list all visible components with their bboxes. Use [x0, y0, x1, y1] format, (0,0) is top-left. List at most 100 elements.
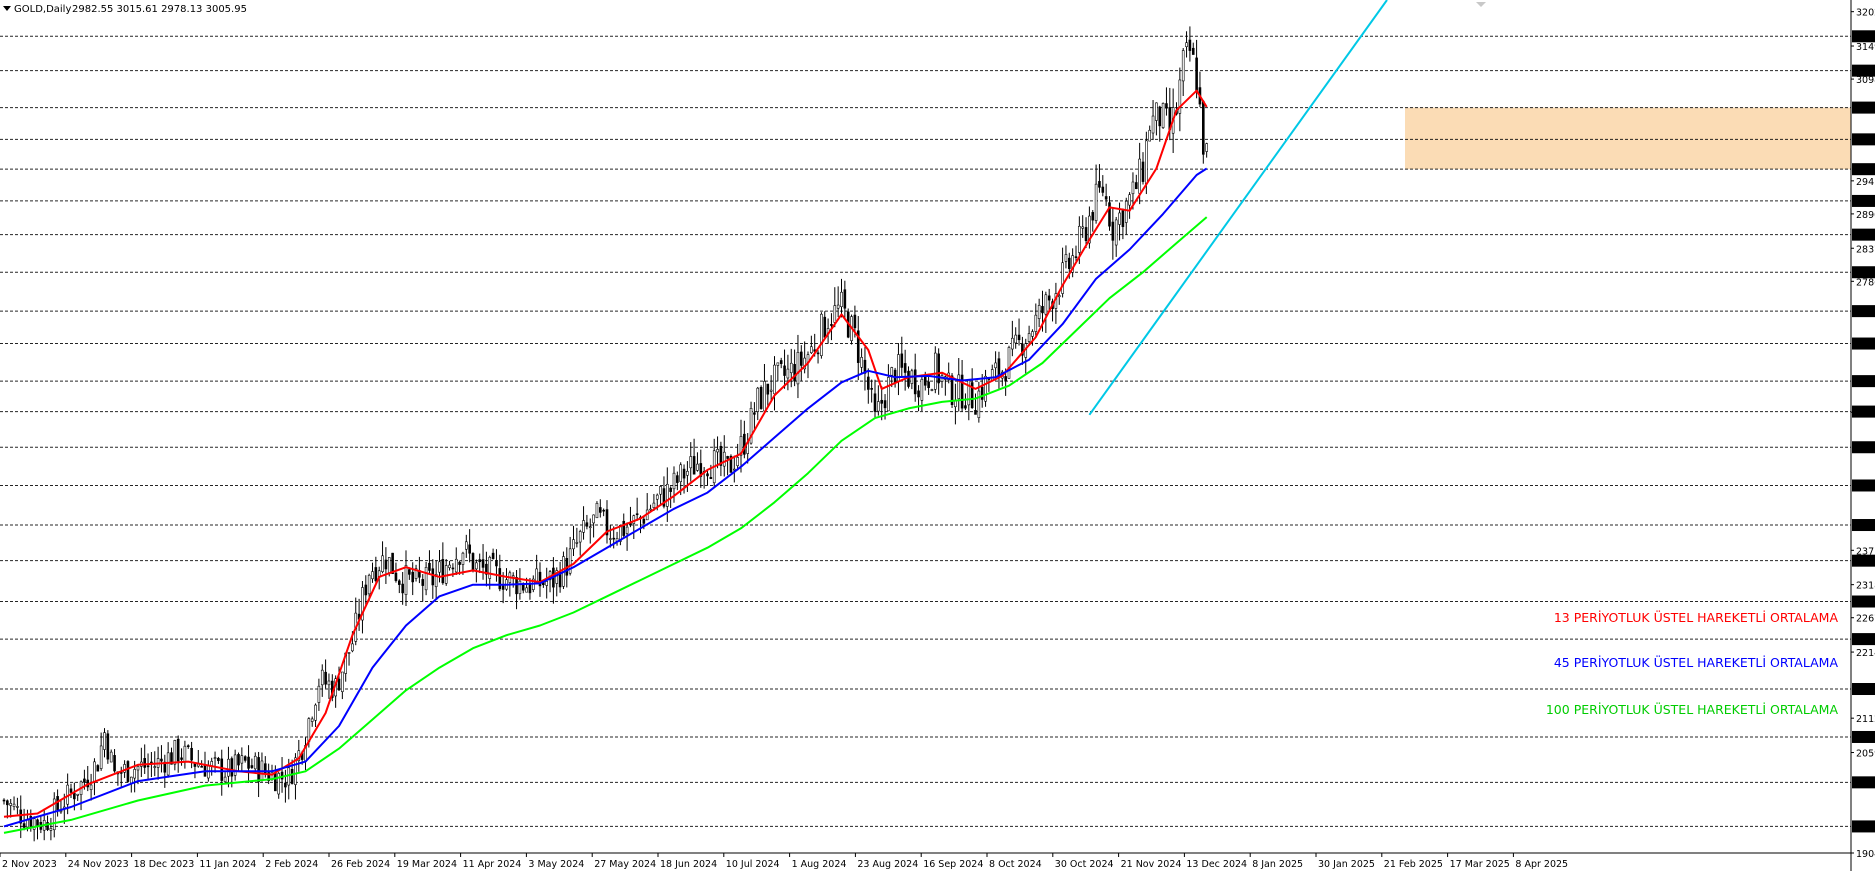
level-price-text: 2471 — [1854, 481, 1875, 492]
level-price-box — [1852, 163, 1875, 176]
candle-body — [481, 559, 485, 568]
candle-body — [1118, 212, 1121, 225]
x-tick-label: 24 Nov 2023 — [68, 859, 129, 870]
level-price-label: 3054 — [1852, 101, 1875, 115]
y-tick-label: 2371 — [1856, 546, 1875, 557]
level-price-label: 2013 — [1852, 776, 1875, 789]
candle-body — [73, 792, 76, 800]
candle-body — [763, 381, 766, 412]
level-price-box — [1852, 305, 1875, 318]
candle-body — [605, 509, 609, 536]
candle-body — [6, 800, 9, 806]
candle-body — [12, 803, 16, 807]
candle-body — [602, 509, 605, 512]
candle-body — [1007, 347, 1011, 379]
candle-body — [26, 819, 29, 828]
candle-body — [341, 671, 344, 692]
candle-body — [696, 463, 699, 471]
trend-line[interactable] — [1088, 0, 1388, 416]
candle-body — [836, 304, 840, 309]
candle-body — [347, 652, 351, 654]
candle-body — [250, 765, 254, 768]
candle-body — [471, 553, 475, 571]
price-axis: 3164 3111 3054 3005 2959 2910 2858 2800 2740 2690… — [1851, 8, 1875, 860]
candle-body — [575, 542, 579, 544]
level-price-box — [1852, 337, 1875, 350]
candle-body — [367, 574, 371, 595]
candle-body — [374, 567, 378, 582]
x-tick-label: 11 Jan 2024 — [199, 859, 256, 870]
y-tick-label: 3098 — [1856, 75, 1875, 86]
candle-body — [860, 357, 863, 368]
candle-body — [870, 388, 873, 390]
candle-body — [756, 387, 760, 412]
candle-body — [213, 757, 217, 759]
ema100-line — [3, 216, 1208, 834]
candle-body — [448, 564, 451, 568]
level-price-box — [1852, 64, 1875, 77]
candle-body — [193, 763, 197, 767]
candle-body — [957, 374, 961, 399]
candle-body — [444, 565, 448, 584]
candle-body — [907, 370, 910, 387]
candle-body — [361, 587, 364, 621]
candle-body — [1178, 79, 1182, 114]
candle-body — [230, 758, 234, 777]
candle-body — [662, 488, 666, 507]
level-price-label: 2959 — [1852, 163, 1875, 176]
candle-body — [401, 583, 404, 594]
candle-body — [381, 555, 384, 572]
y-tick-label: 2890 — [1856, 210, 1875, 221]
candle-body — [689, 456, 693, 469]
x-tick-label: 8 Apr 2025 — [1515, 859, 1568, 870]
candle-body — [310, 718, 314, 722]
candle-body — [917, 390, 920, 398]
candle-body — [146, 765, 150, 768]
candle-body — [816, 352, 820, 355]
candle-body — [1191, 47, 1195, 55]
ohlc-values: 2982.55 3015.61 2978.13 3005.95 — [72, 4, 247, 15]
candle-body — [521, 584, 525, 591]
candle-body — [588, 526, 592, 528]
candle-body — [1124, 200, 1128, 223]
horizontal-levels — [0, 35, 1851, 827]
candle-body — [36, 819, 39, 826]
candle-body — [853, 314, 857, 329]
candle-body — [103, 732, 106, 750]
candle-body — [1135, 182, 1138, 190]
candle-body — [200, 766, 203, 768]
level-price-box — [1852, 519, 1875, 532]
candle-body — [284, 782, 287, 788]
candle-body — [1158, 106, 1162, 127]
level-price-label: 3005 — [1852, 133, 1875, 146]
candle-body — [722, 451, 726, 467]
level-price-label: 2690 — [1852, 337, 1875, 351]
candle-body — [515, 577, 518, 595]
candles — [2, 26, 1208, 842]
candle-body — [732, 468, 736, 471]
candle-body — [803, 357, 806, 370]
candle-body — [160, 758, 163, 762]
candle-body — [391, 552, 394, 574]
candle-body — [461, 552, 465, 565]
level-price-text: 2800 — [1854, 268, 1875, 279]
candle-body — [186, 745, 190, 747]
x-tick-label: 19 Mar 2024 — [397, 859, 457, 870]
level-price-box — [1852, 133, 1875, 146]
level-price-text: 2959 — [1854, 165, 1875, 176]
candle-body — [1031, 331, 1034, 337]
candle-body — [1181, 50, 1185, 82]
candle-body — [528, 583, 532, 594]
candle-body — [950, 375, 954, 405]
chevron-down-icon[interactable] — [3, 6, 11, 11]
candle-body — [1034, 314, 1038, 332]
x-tick-label: 18 Dec 2023 — [134, 859, 195, 870]
shift-marker-icon[interactable] — [1476, 2, 1486, 7]
candle-body — [384, 559, 388, 570]
